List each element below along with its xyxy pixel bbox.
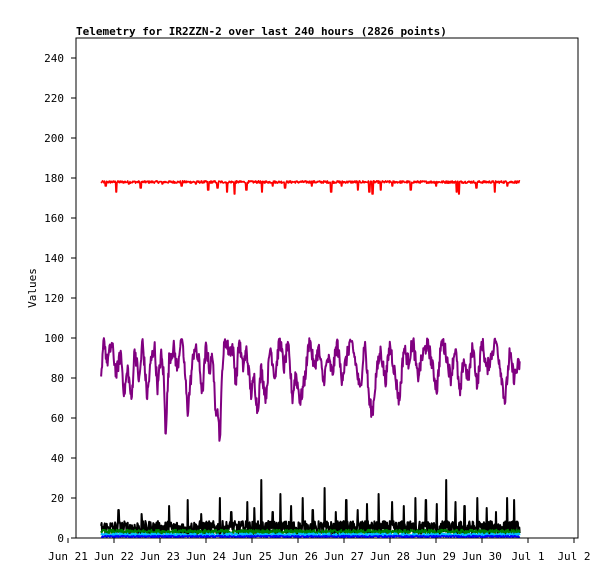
x-tick-label: Jun 25 [232, 550, 272, 563]
chart-title: Telemetry for IR2ZZN-2 over last 240 hou… [76, 25, 447, 38]
y-tick-label: 180 [44, 172, 64, 185]
series-line-5 [100, 532, 521, 538]
y-tick-label: 240 [44, 52, 64, 65]
plot-frame [75, 37, 579, 539]
x-tick-label: Jun 26 [278, 550, 318, 563]
y-tick-label: 220 [44, 92, 64, 105]
y-tick-label: 200 [44, 132, 64, 145]
series-line-1 [100, 180, 521, 195]
y-axis-ticks: 0 20 40 60 80 100 120 140 160 180 200 220 240 [44, 52, 76, 545]
x-tick-label: Jun 21 [48, 550, 88, 563]
y-tick-label: 20 [51, 492, 64, 505]
y-tick-label: 120 [44, 292, 64, 305]
x-tick-label: Jun 30 [462, 550, 502, 563]
x-tick-label: Jul 1 [511, 550, 544, 563]
x-axis-ticks: Jun 21 Jun 22 Jun 23 Jun 24 Jun 25 Jun 26 Jun … [48, 538, 591, 563]
x-tick-label: Jul 2 [557, 550, 590, 563]
series-line-6 [100, 534, 521, 539]
y-tick-label: 80 [51, 372, 64, 385]
y-tick-label: 0 [57, 532, 64, 545]
x-tick-label: Jun 22 [94, 550, 134, 563]
series-line-2 [100, 337, 521, 442]
y-tick-label: 100 [44, 332, 64, 345]
x-tick-label: Jun 24 [186, 550, 226, 563]
y-tick-label: 160 [44, 212, 64, 225]
y-tick-label: 60 [51, 412, 64, 425]
y-tick-label: 140 [44, 252, 64, 265]
series-line-3 [100, 479, 521, 536]
y-axis-label: Values [26, 268, 39, 308]
x-tick-label: Jun 28 [370, 550, 410, 563]
series-layer [100, 180, 521, 539]
x-tick-label: Jun 29 [416, 550, 456, 563]
x-tick-label: Jun 27 [324, 550, 364, 563]
x-tick-label: Jun 23 [140, 550, 180, 563]
y-tick-label: 40 [51, 452, 64, 465]
